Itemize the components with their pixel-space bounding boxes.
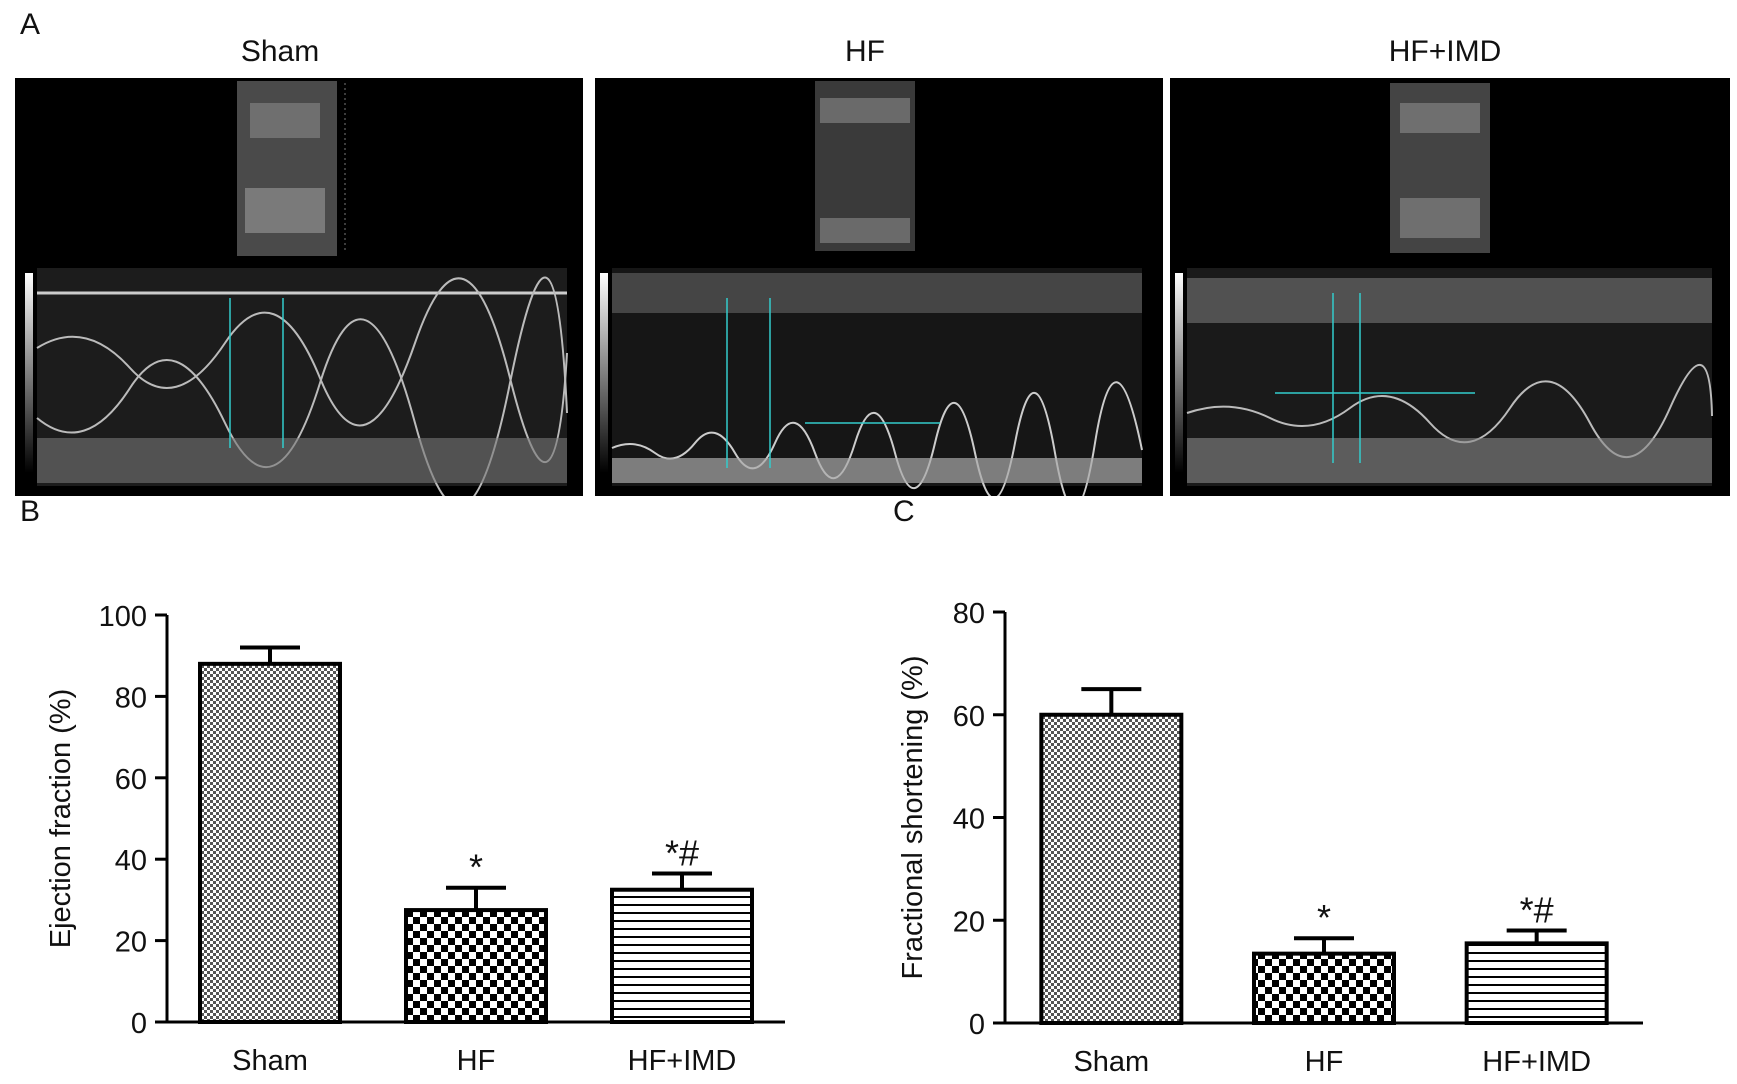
bar-hf-imd: [1464, 941, 1609, 1025]
x-tick-label: HF: [457, 1045, 496, 1077]
significance-marker: *#: [665, 832, 699, 873]
bar-hf: [1252, 951, 1396, 1025]
echo-image-hf-graphic: [600, 81, 1143, 496]
x-tick-label: HF: [1305, 1046, 1344, 1078]
x-tick-label: Sham: [1073, 1046, 1149, 1078]
ejection-fraction-chart: 0 20 40 60 80 100 Ejection fraction (%) Sham * HF…: [45, 601, 785, 1077]
fractional-shortening-chart: 0 20 40 60 80 Fractional shortening (%) Sham * H…: [897, 598, 1643, 1078]
echo-title-hf-imd: HF+IMD: [1388, 35, 1502, 68]
echo-title-sham: Sham: [240, 35, 320, 68]
echo-image-hf-imd-graphic: [1175, 83, 1713, 486]
significance-marker: *: [469, 847, 483, 888]
panel-label-a: A: [20, 8, 41, 41]
echo-image-sham-graphic: [25, 81, 568, 496]
y-axis-label: Fractional shortening (%): [897, 656, 929, 980]
y-tick-label: 0: [131, 1008, 147, 1040]
y-tick-label: 40: [953, 804, 985, 836]
bar-hf: [404, 908, 548, 1025]
significance-marker: *: [1317, 897, 1331, 938]
x-tick-label: Sham: [232, 1045, 308, 1077]
significance-marker: *#: [1520, 890, 1554, 931]
y-axis-label: Ejection fraction (%): [45, 689, 77, 949]
echo-image-sham: [15, 78, 583, 496]
panel-label-c: C: [893, 495, 915, 528]
x-tick-label: HF+IMD: [628, 1045, 737, 1077]
bar-hf-imd: [610, 887, 754, 1024]
panel-label-b: B: [20, 495, 41, 528]
bar-sham: [1039, 712, 1184, 1025]
echo-image-hf-imd: [1170, 78, 1730, 496]
y-tick-label: 20: [953, 906, 985, 938]
echo-title-hf: HF: [845, 35, 885, 68]
y-tick-label: 20: [115, 927, 147, 959]
y-tick-label: 40: [115, 845, 147, 877]
y-tick-label: 80: [953, 598, 985, 630]
y-tick-label: 60: [953, 701, 985, 733]
bar-sham: [198, 661, 342, 1024]
y-tick-label: 60: [115, 764, 147, 796]
echo-image-hf: [595, 78, 1163, 496]
y-tick-label: 0: [969, 1009, 985, 1041]
x-tick-label: HF+IMD: [1482, 1046, 1591, 1078]
y-tick-label: 100: [99, 601, 147, 633]
y-tick-label: 80: [115, 682, 147, 714]
